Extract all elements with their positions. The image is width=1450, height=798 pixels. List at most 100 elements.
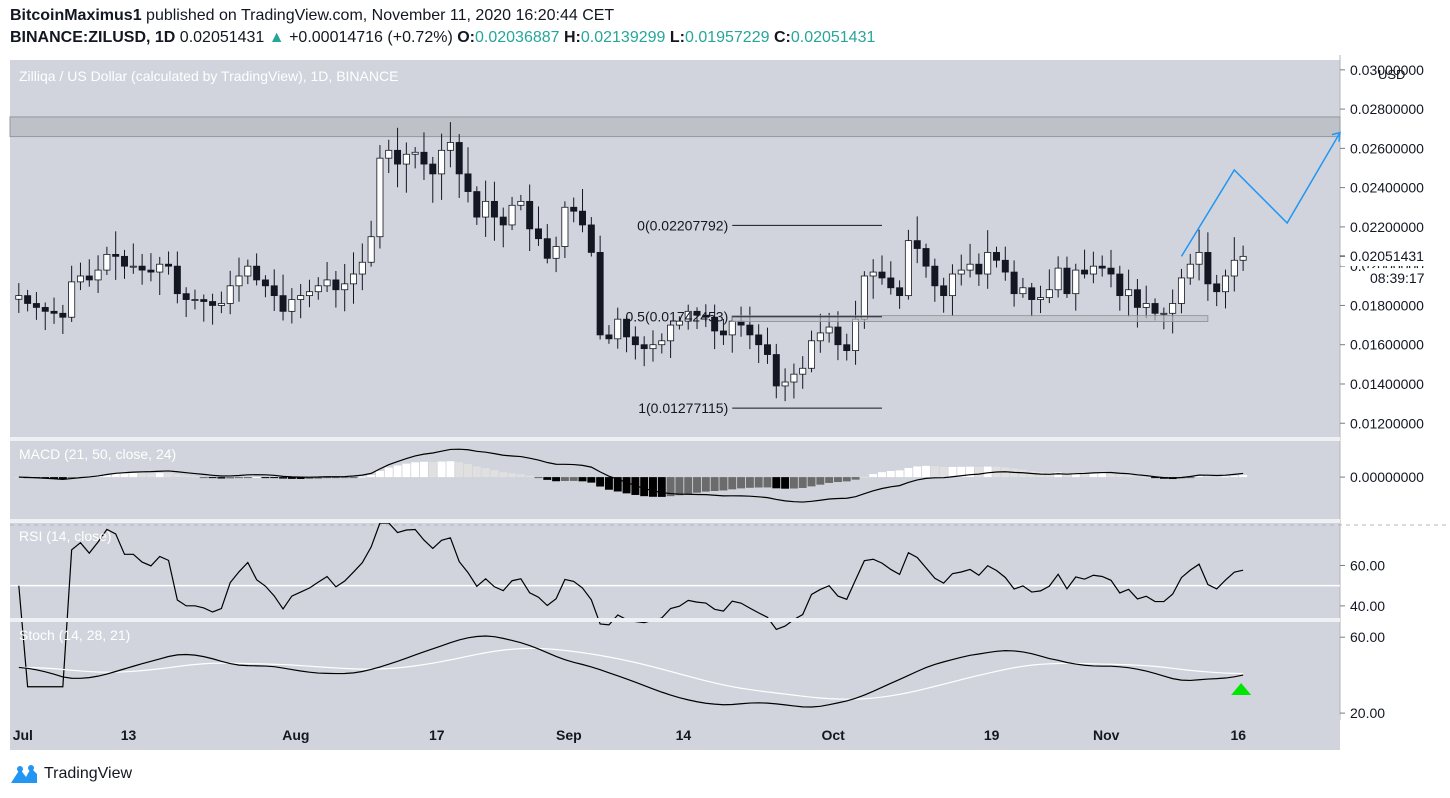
candle (1019, 277, 1027, 298)
macd-histogram-bar (358, 476, 367, 478)
close-label: C: (773, 29, 791, 46)
candle-body (1125, 289, 1133, 297)
candle (420, 132, 428, 180)
candle-body (455, 142, 463, 175)
candle-body (869, 271, 877, 277)
candle-body (1151, 303, 1159, 314)
price-axis: 0.01200000 0.01400000 0.01600000 0.01800000… (1340, 62, 1449, 431)
stoch-k-line (18, 635, 1244, 708)
candle (217, 291, 225, 314)
macd-tick-label: 0.00000000 (1350, 469, 1424, 485)
candle (332, 271, 340, 308)
author-name[interactable]: BitcoinMaximus1 (10, 7, 142, 24)
current-price-label: 0.02051431 (1350, 248, 1424, 264)
candle (922, 243, 930, 278)
candle (446, 122, 454, 168)
candle (50, 297, 58, 324)
macd-histogram-bar (1080, 473, 1089, 478)
candle-body (385, 149, 393, 159)
candle (76, 262, 84, 291)
brand-name[interactable]: TradingView (44, 765, 133, 782)
macd-histogram-bar (1203, 476, 1212, 478)
candle-body (1098, 265, 1106, 269)
candle-body (1160, 312, 1168, 315)
macd-histogram-bar (340, 477, 349, 479)
macd-histogram-bar (261, 477, 270, 479)
macd-histogram-bar (763, 477, 772, 488)
candle-body (534, 228, 542, 240)
candle-body (1133, 289, 1141, 308)
candle (702, 304, 710, 328)
candle-body (693, 310, 701, 316)
macd-histogram-bar (384, 467, 393, 478)
macd-histogram-bar (437, 461, 446, 478)
candle-body (305, 291, 313, 297)
candle (887, 261, 895, 295)
candle (658, 333, 666, 354)
candle-body (482, 200, 490, 218)
candle (385, 139, 393, 174)
candle-body (59, 312, 67, 318)
time-tick-label: 17 (429, 727, 445, 743)
candle (508, 196, 516, 231)
candle (1072, 263, 1080, 311)
candle (913, 216, 921, 264)
price-tick-label: 0.01200000 (1350, 415, 1424, 431)
candle (1213, 274, 1221, 307)
candle (552, 236, 560, 273)
candle-body (623, 318, 631, 338)
macd-histogram-bar (393, 465, 402, 478)
candle-body (76, 275, 84, 283)
candle (1107, 249, 1115, 288)
macd-histogram-bar (226, 477, 235, 479)
candle (1222, 269, 1229, 309)
candle (200, 294, 208, 322)
macd-histogram-bar (728, 477, 737, 490)
candle (121, 249, 128, 279)
candle-body (103, 253, 111, 271)
candle-body (1116, 273, 1124, 297)
price-chart[interactable]: 0(0.02207792) 0.5(0.01742453) 1(0.01277115… (0, 55, 1450, 755)
macd-histogram-bar (367, 474, 376, 478)
macd-histogram-bar (781, 477, 790, 489)
support-zone (731, 315, 1209, 322)
macd-histogram-bar (1230, 475, 1239, 478)
candle-body (517, 200, 525, 206)
candle (640, 336, 648, 367)
candle-body (1239, 255, 1247, 261)
candle (772, 343, 780, 399)
high-label: H: (563, 29, 581, 46)
candle-body (834, 326, 842, 346)
candle (517, 194, 525, 211)
time-tick-label: 13 (121, 727, 137, 743)
resistance-zone (9, 116, 1341, 138)
tradingview-logo-icon[interactable] (9, 763, 39, 785)
candle-body (464, 173, 472, 192)
macd-histogram-bar (129, 473, 138, 478)
macd-histogram-bar (323, 477, 332, 479)
candle (350, 252, 357, 304)
pane-background-stoch (10, 622, 1340, 715)
macd-histogram-bar (833, 477, 842, 483)
candle-body (253, 265, 261, 281)
macd-histogram-bar (1124, 474, 1133, 478)
macd-histogram-bar (1062, 473, 1071, 478)
macd-histogram-bar (50, 477, 59, 479)
candle (878, 255, 886, 285)
macd-histogram-bar (173, 474, 182, 478)
high-value: 0.02139299 (580, 29, 666, 46)
open-label: O: (457, 29, 475, 46)
candle (1081, 249, 1089, 279)
macd-histogram-bar (974, 466, 983, 478)
candle (993, 246, 1000, 268)
candle-body (605, 334, 613, 340)
candle-body (1195, 252, 1203, 265)
candle (579, 189, 586, 233)
low-label: L: (669, 29, 685, 46)
candle-body (182, 293, 190, 300)
candle (129, 243, 137, 274)
candle (156, 256, 164, 295)
macd-histogram-bar (296, 477, 305, 479)
pane-separator (10, 519, 1340, 523)
candle-body (473, 191, 481, 218)
